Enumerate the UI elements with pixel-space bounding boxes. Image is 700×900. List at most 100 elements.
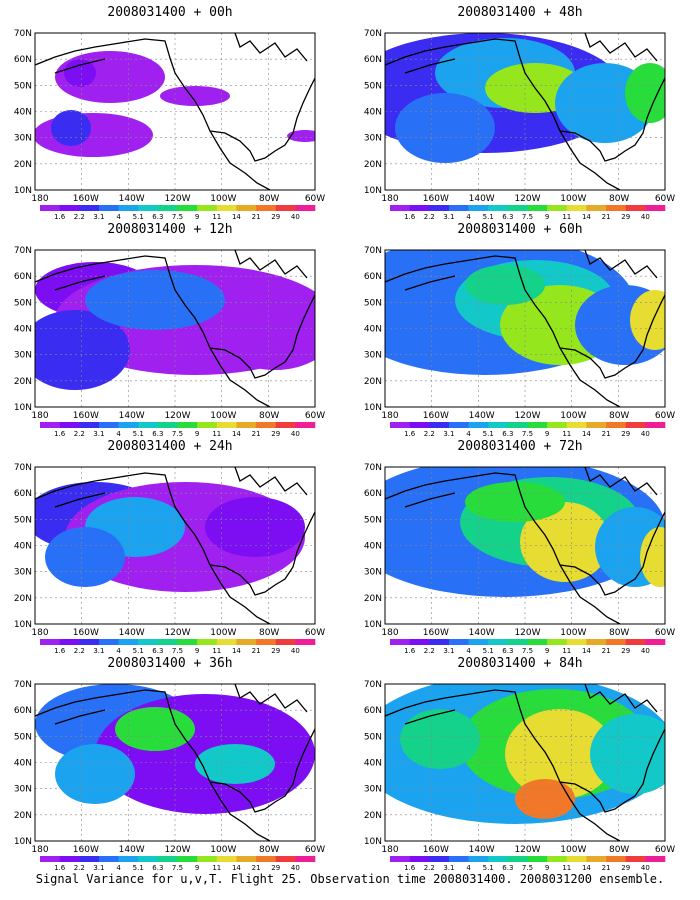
colorbar-swatch (157, 639, 178, 645)
colorbar-label: 29 (271, 647, 280, 654)
coastline (209, 77, 315, 162)
longitude-label: 120W (514, 194, 540, 204)
longitude-label: 140W (119, 845, 145, 855)
longitude-label: 140W (469, 845, 495, 855)
coastline (35, 472, 271, 624)
latitude-label: 70N (14, 29, 32, 39)
panel-title: 2008031400 + 24h (107, 439, 233, 454)
colorbar-swatch (507, 856, 528, 862)
colorbar-swatch (236, 856, 257, 862)
colorbar-swatch (429, 856, 450, 862)
colorbar-label: 14 (582, 864, 591, 871)
latitude-label: 30N (364, 568, 382, 578)
colorbar-swatch (40, 205, 60, 211)
colorbar-swatch (157, 422, 178, 428)
colorbar-label: 1.6 (404, 647, 416, 654)
colorbar-label: 5.1 (483, 647, 494, 654)
colorbar-swatch (40, 856, 60, 862)
colorbar-swatch (527, 422, 548, 428)
longitude-label: 60W (655, 411, 675, 421)
colorbar-swatch (177, 422, 198, 428)
colorbar-label: 1.6 (404, 864, 416, 871)
colorbar-label: 4 (116, 430, 121, 437)
colorbar-swatch (256, 639, 277, 645)
coastline (54, 250, 308, 291)
colorbar-swatch (625, 856, 646, 862)
coastline (209, 294, 315, 379)
colorbar-label: 1.6 (404, 213, 416, 220)
colorbar-label: 29 (271, 430, 280, 437)
colorbar-label: 9 (195, 430, 199, 437)
longitude-label: 60W (305, 628, 325, 638)
colorbar-swatch (586, 422, 607, 428)
colorbar-swatch (507, 205, 528, 211)
colorbar-label: 2.2 (424, 213, 435, 220)
longitude-label: 180 (31, 845, 48, 855)
colorbar-swatch (625, 205, 646, 211)
map-panel: 2008031400 + 72h 70N 60N 50N 40N 30N 20N 10N 180… (350, 439, 690, 654)
colorbar-swatch (79, 422, 100, 428)
variance-contour (115, 707, 195, 751)
colorbar-swatch (625, 422, 646, 428)
map-panel: 2008031400 + 12h 70N 60N 50N 40N 30N 20N 10N 180… (0, 222, 340, 437)
colorbar-label: 6.3 (152, 647, 163, 654)
longitude-label: 60W (655, 845, 675, 855)
longitude-label: 180 (381, 628, 398, 638)
colorbar-swatch (275, 422, 296, 428)
latitude-label: 20N (364, 377, 382, 387)
colorbar-label: 11 (212, 213, 221, 220)
colorbar-label: 7.5 (172, 647, 183, 654)
longitude-label: 180 (381, 411, 398, 421)
latitude-label: 40N (14, 759, 32, 769)
variance-contour (465, 482, 565, 522)
latitude-label: 60N (14, 706, 32, 716)
coastline (385, 38, 621, 190)
latitude-label: 50N (14, 298, 32, 308)
colorbar-swatch (390, 639, 410, 645)
colorbar-swatch (507, 639, 528, 645)
variance-contour (515, 779, 575, 819)
latitude-label: 40N (14, 325, 32, 335)
colorbar-label: 5.1 (133, 647, 144, 654)
colorbar-swatch (507, 422, 528, 428)
coastline (35, 255, 271, 407)
colorbar-label: 4 (466, 864, 471, 871)
latitude-label: 50N (364, 298, 382, 308)
longitude-label: 140W (469, 411, 495, 421)
latitude-label: 30N (14, 134, 32, 144)
colorbar-label: 4 (116, 864, 121, 871)
colorbar-swatch (606, 639, 627, 645)
colorbar-swatch (275, 205, 296, 211)
panel-title: 2008031400 + 12h (107, 222, 233, 237)
colorbar-swatch (429, 639, 450, 645)
colorbar-swatch (197, 422, 218, 428)
longitude-label: 120W (164, 628, 190, 638)
longitude-label: 80W (609, 194, 629, 204)
colorbar-swatch (547, 639, 568, 645)
colorbar-label: 4 (116, 647, 121, 654)
longitude-label: 160W (423, 194, 449, 204)
colorbar-label: 1.6 (54, 430, 66, 437)
latitude-label: 70N (364, 29, 382, 39)
colorbar-label: 3.1 (93, 213, 104, 220)
colorbar-swatch (547, 422, 568, 428)
colorbar-swatch (197, 205, 218, 211)
longitude-label: 120W (164, 411, 190, 421)
latitude-label: 30N (364, 134, 382, 144)
variance-contour (287, 130, 315, 142)
colorbar-label: 14 (232, 213, 241, 220)
colorbar-swatch (468, 422, 489, 428)
longitude-label: 100W (210, 411, 236, 421)
colorbar-swatch (527, 856, 548, 862)
longitude-label: 140W (469, 194, 495, 204)
latitude-label: 40N (364, 759, 382, 769)
variance-contour (55, 744, 135, 804)
colorbar-swatch (468, 639, 489, 645)
coastline (385, 472, 621, 624)
latitude-label: 30N (14, 568, 32, 578)
latitude-label: 10N (364, 403, 382, 413)
variance-contour (64, 59, 96, 87)
colorbar-label: 11 (562, 647, 571, 654)
